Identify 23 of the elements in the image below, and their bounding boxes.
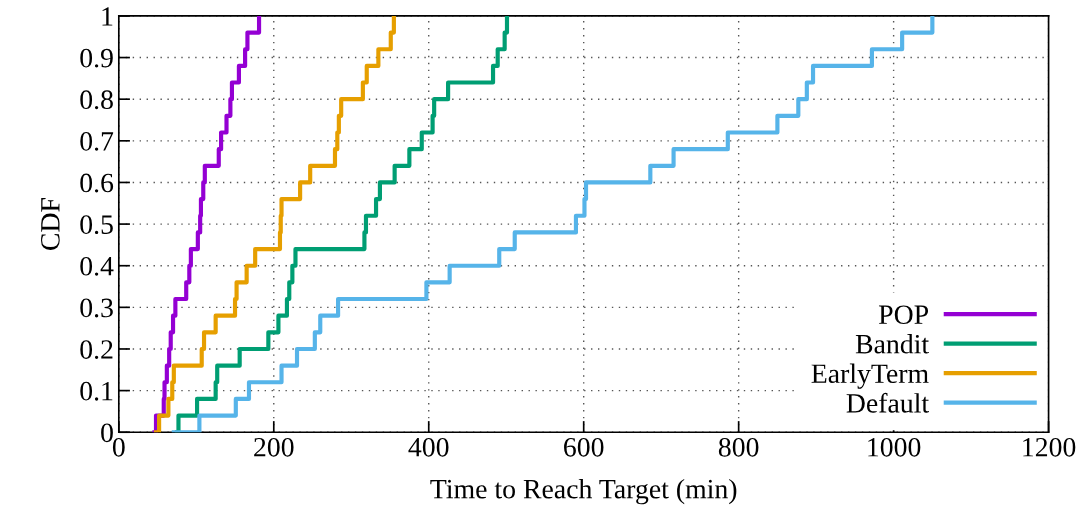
y-tick-label: 0.4 [80,256,114,276]
x-tick-label: 1000 [868,437,921,457]
legend-label: POP [878,305,929,325]
x-tick-label: 800 [718,437,759,457]
x-tick-label: 1200 [1023,437,1076,457]
x-tick-label: 200 [254,437,294,457]
y-tick-label: 0.8 [80,90,113,110]
y-tick-label: 1 [102,7,113,26]
y-tick-label: 0.2 [80,340,113,360]
y-axis-title: CDF [41,198,60,250]
y-tick-label: 0 [101,423,113,443]
y-tick-label: 0.3 [80,298,113,318]
legend-label: Bandit [855,334,929,354]
legend-label: EarlyTerm [811,363,929,389]
x-axis-title: Time to Reach Target (min) [430,478,737,505]
y-tick-label: 0.9 [80,48,113,68]
x-tick-label: 600 [564,437,604,457]
x-tick-label: 400 [408,437,449,457]
y-tick-label: 0.6 [80,173,114,193]
y-tick-label: 0.7 [80,131,114,151]
y-tick-label: 0.1 [80,381,113,401]
y-tick-label: 0.5 [80,215,113,235]
legend-label: Default [846,392,929,413]
